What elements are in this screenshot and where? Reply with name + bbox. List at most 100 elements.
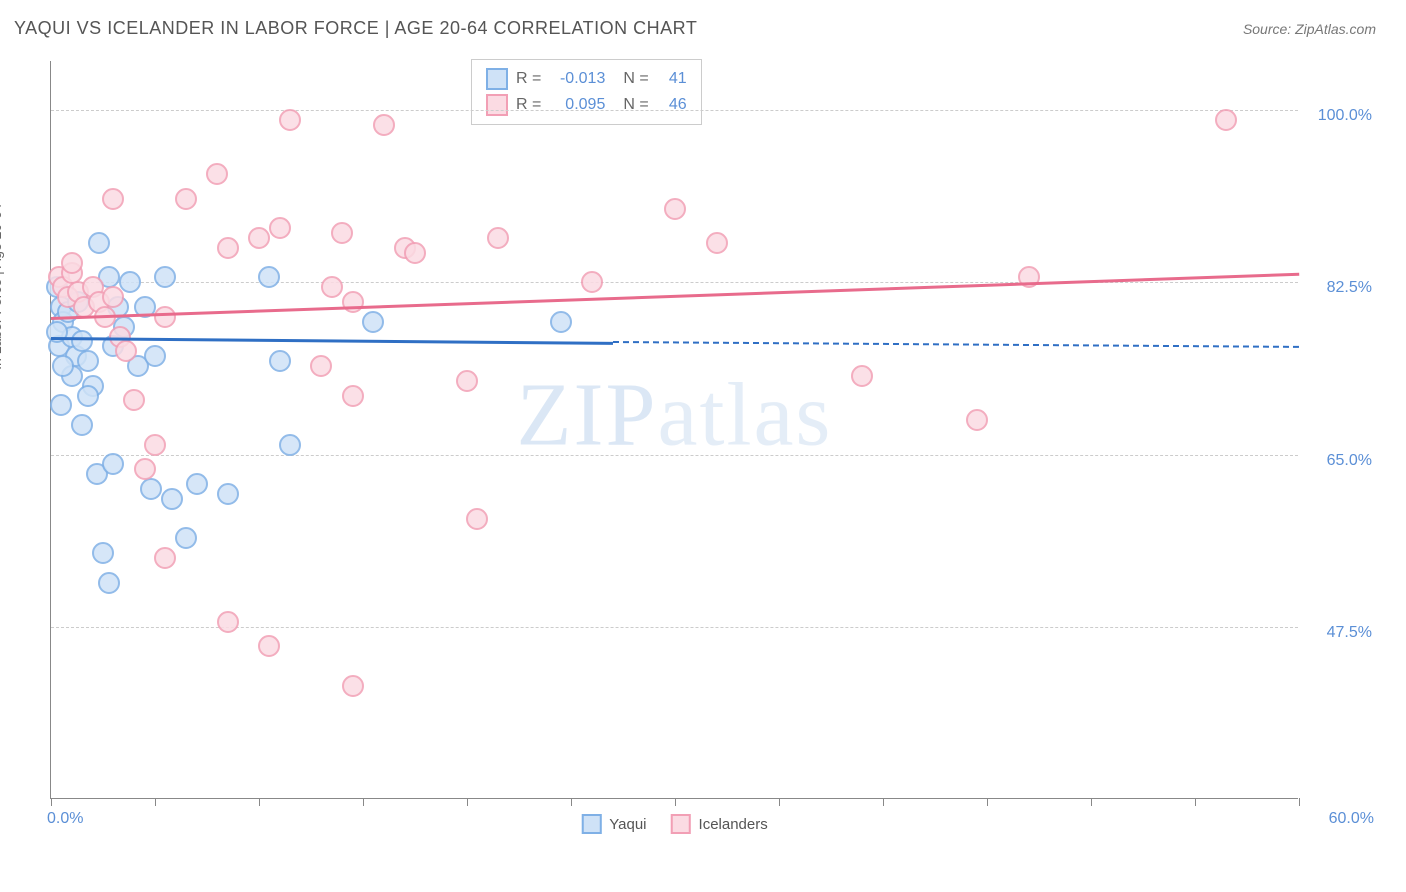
scatter-point: [373, 114, 395, 136]
scatter-point: [217, 483, 239, 505]
legend-item-yaqui: Yaqui: [581, 814, 646, 834]
scatter-point: [102, 286, 124, 308]
scatter-point: [102, 453, 124, 475]
trend-line-extrapolated: [613, 341, 1299, 348]
scatter-point: [102, 188, 124, 210]
x-axis-max-label: 60.0%: [1329, 810, 1374, 828]
legend-swatch-icelanders: [671, 814, 691, 834]
y-axis-title: In Labor Force | Age 20-64: [0, 204, 4, 370]
x-axis-tick: [363, 798, 364, 806]
legend-r-value: 0.095: [549, 96, 605, 114]
x-axis-tick: [467, 798, 468, 806]
scatter-point: [61, 252, 83, 274]
x-axis-tick: [155, 798, 156, 806]
scatter-point: [206, 163, 228, 185]
scatter-point: [88, 232, 110, 254]
scatter-point: [321, 276, 343, 298]
scatter-point: [140, 478, 162, 500]
scatter-point: [217, 611, 239, 633]
scatter-point: [248, 227, 270, 249]
watermark-bold: ZIP: [517, 365, 658, 464]
chart-header: YAQUI VS ICELANDER IN LABOR FORCE | AGE …: [0, 0, 1406, 49]
scatter-point: [50, 394, 72, 416]
scatter-point: [71, 330, 93, 352]
y-axis-tick-label: 82.5%: [1327, 279, 1372, 297]
scatter-point: [258, 635, 280, 657]
scatter-point: [154, 547, 176, 569]
legend-row: R = 0.095 N = 46: [486, 92, 687, 118]
legend-n-label: N =: [623, 70, 648, 88]
scatter-point: [851, 365, 873, 387]
legend-r-label: R =: [516, 96, 541, 114]
y-axis-tick-label: 100.0%: [1318, 107, 1372, 125]
scatter-point: [706, 232, 728, 254]
grid-line: [51, 282, 1298, 283]
legend-n-label: N =: [623, 96, 648, 114]
legend-swatch: [486, 68, 508, 90]
scatter-point: [186, 473, 208, 495]
scatter-point: [550, 311, 572, 333]
scatter-point: [331, 222, 353, 244]
y-axis-tick-label: 47.5%: [1327, 624, 1372, 642]
scatter-point: [279, 434, 301, 456]
scatter-point: [217, 237, 239, 259]
legend-swatch: [486, 94, 508, 116]
x-axis-tick: [1195, 798, 1196, 806]
legend-row: R = -0.013 N = 41: [486, 66, 687, 92]
chart-title: YAQUI VS ICELANDER IN LABOR FORCE | AGE …: [14, 18, 697, 39]
scatter-point: [161, 488, 183, 510]
legend-swatch-yaqui: [581, 814, 601, 834]
scatter-point: [258, 266, 280, 288]
scatter-point: [98, 572, 120, 594]
grid-line: [51, 455, 1298, 456]
scatter-point: [77, 350, 99, 372]
x-axis-tick: [987, 798, 988, 806]
watermark-thin: atlas: [658, 365, 833, 464]
grid-line: [51, 627, 1298, 628]
scatter-point: [362, 311, 384, 333]
scatter-point: [279, 109, 301, 131]
scatter-point: [175, 188, 197, 210]
legend-label-yaqui: Yaqui: [609, 816, 646, 833]
scatter-point: [966, 409, 988, 431]
y-axis-tick-label: 65.0%: [1327, 452, 1372, 470]
legend-r-value: -0.013: [549, 70, 605, 88]
series-legend: Yaqui Icelanders: [581, 814, 767, 834]
legend-n-value: 46: [657, 96, 687, 114]
chart-container: In Labor Force | Age 20-64 ZIPatlas R =-…: [14, 55, 1392, 835]
legend-label-icelanders: Icelanders: [699, 816, 768, 833]
x-axis-tick: [51, 798, 52, 806]
x-axis-tick: [259, 798, 260, 806]
scatter-point: [269, 217, 291, 239]
scatter-point: [342, 675, 364, 697]
x-axis-min-label: 0.0%: [47, 810, 83, 828]
scatter-point: [71, 414, 93, 436]
scatter-point: [134, 458, 156, 480]
scatter-point: [404, 242, 426, 264]
x-axis-tick: [779, 798, 780, 806]
scatter-point: [154, 306, 176, 328]
legend-n-value: 41: [657, 70, 687, 88]
trend-line: [51, 337, 613, 345]
x-axis-tick: [675, 798, 676, 806]
scatter-point: [154, 266, 176, 288]
x-axis-tick: [1299, 798, 1300, 806]
scatter-point: [487, 227, 509, 249]
grid-line: [51, 110, 1298, 111]
legend-r-label: R =: [516, 70, 541, 88]
x-axis-tick: [1091, 798, 1092, 806]
chart-source: Source: ZipAtlas.com: [1243, 21, 1376, 37]
scatter-point: [115, 340, 137, 362]
correlation-legend: R = -0.013 N = 41 R = 0.095 N = 46: [471, 59, 702, 125]
scatter-point: [342, 385, 364, 407]
scatter-point: [92, 542, 114, 564]
scatter-point: [52, 355, 74, 377]
scatter-point: [144, 345, 166, 367]
watermark: ZIPatlas: [517, 363, 833, 466]
scatter-point: [664, 198, 686, 220]
scatter-point: [77, 385, 99, 407]
scatter-point: [581, 271, 603, 293]
x-axis-tick: [571, 798, 572, 806]
plot-area: ZIPatlas R =-0.013N =41R =0.095N =46 Yaq…: [50, 61, 1298, 799]
scatter-point: [144, 434, 166, 456]
